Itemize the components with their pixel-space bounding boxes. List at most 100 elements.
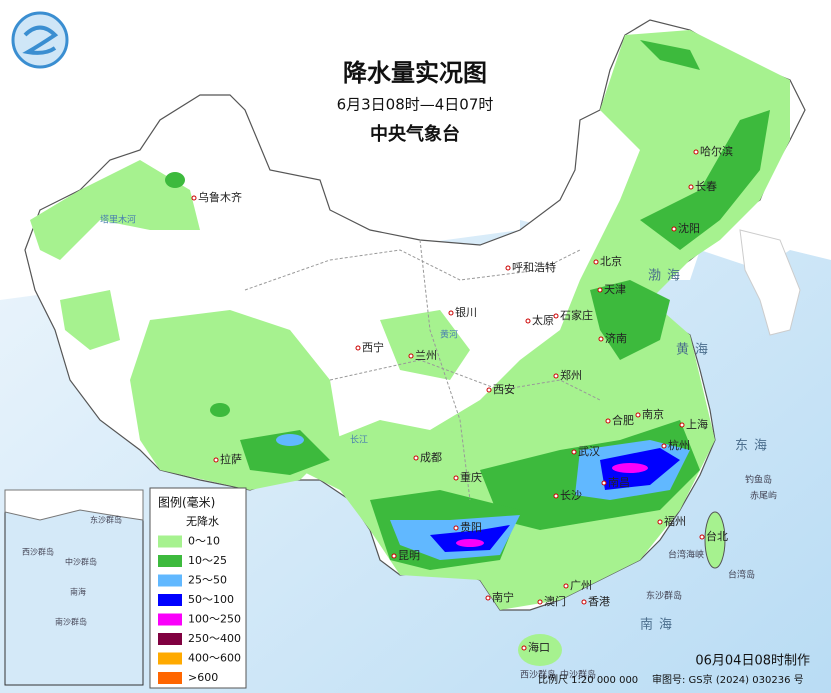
area xyxy=(210,403,230,417)
inset-label: 西沙群岛 xyxy=(22,547,54,557)
city: 台北 xyxy=(706,529,728,543)
river-label: 塔里木河 xyxy=(100,214,136,226)
area xyxy=(518,634,562,666)
city: 贵阳 xyxy=(460,521,482,534)
inset-label: 中沙群岛 xyxy=(65,557,97,567)
legend-swatch xyxy=(158,594,182,606)
city-dot xyxy=(635,412,641,418)
city-dot xyxy=(657,519,663,525)
river-label: 长江 xyxy=(350,434,368,446)
city-dot xyxy=(453,525,459,531)
legend-label: 250～400 xyxy=(188,632,241,645)
legend-swatch xyxy=(158,574,182,587)
area xyxy=(590,280,670,360)
city-dot xyxy=(521,645,527,651)
area xyxy=(612,463,648,473)
area xyxy=(30,160,200,260)
legend: 图例(毫米) 无降水 0～10 10～25 25～50 50～100 100～250 250… xyxy=(149,487,247,689)
inset-label: 东沙群岛 xyxy=(90,515,122,525)
city: 福州 xyxy=(664,514,686,528)
subtitle: 6月3日08时—4日07时 xyxy=(337,96,494,114)
city-dot xyxy=(593,259,599,265)
city: 杭州 xyxy=(668,438,690,452)
city: 成都 xyxy=(420,451,442,464)
city-dot xyxy=(693,149,699,155)
city-dot xyxy=(699,534,705,540)
sea-label: 黄海 xyxy=(676,343,714,358)
logo xyxy=(11,11,69,69)
province-borders xyxy=(244,239,601,501)
island-label: 西沙群岛 xyxy=(520,669,556,681)
city: 香港 xyxy=(588,595,610,608)
island-label: 台湾海峡 xyxy=(668,549,704,561)
river-label: 黄河 xyxy=(440,329,458,341)
footer-scale: 比例尺 1:20 000 000 xyxy=(538,673,638,686)
inset-label: 南海 xyxy=(70,587,86,597)
city-dot xyxy=(413,455,419,461)
inset-label: 南沙群岛 xyxy=(55,617,87,627)
island-label: 钓鱼岛 xyxy=(745,474,772,486)
legend-label: 10～25 xyxy=(188,554,227,567)
city-dot xyxy=(448,310,454,316)
city: 银川 xyxy=(455,305,477,319)
city-dot xyxy=(191,195,197,201)
legend-label: 100～250 xyxy=(188,613,241,626)
legend-swatch xyxy=(158,672,182,684)
city-dot xyxy=(355,345,361,351)
city-dot xyxy=(453,475,459,481)
city-dot xyxy=(688,184,694,190)
city-dot xyxy=(553,313,559,319)
island-label: 东沙群岛 xyxy=(646,590,682,602)
legend-title: 图例(毫米) xyxy=(158,495,215,510)
city-dot xyxy=(605,418,611,424)
legend-label: 无降水 xyxy=(186,514,219,528)
inset-frame xyxy=(4,489,144,686)
border xyxy=(419,239,471,501)
legend-swatch xyxy=(158,652,182,665)
footer-approval: 审图号: GS京 (2024) 030236 号 xyxy=(652,673,804,686)
area xyxy=(640,110,770,250)
city-dot xyxy=(661,443,667,449)
city-labels: 乌鲁木齐 哈尔滨 长春 沈阳 北京 天津 呼和浩特 石家庄 太原 济南 银川 西… xyxy=(191,144,733,654)
city-dot xyxy=(391,553,397,559)
city: 昆明 xyxy=(398,549,420,562)
city: 太原 xyxy=(532,314,554,327)
city-dot xyxy=(486,387,492,393)
area xyxy=(640,40,700,70)
area xyxy=(60,290,120,350)
city: 乌鲁木齐 xyxy=(198,190,242,204)
korea xyxy=(739,229,801,336)
city-dot xyxy=(537,599,543,605)
border xyxy=(329,359,601,401)
legend-swatch xyxy=(158,555,182,567)
legend-label: >600 xyxy=(188,671,218,684)
legend-label: 50～100 xyxy=(188,593,234,606)
city-dot xyxy=(553,373,559,379)
city-dot xyxy=(485,595,491,601)
city: 上海 xyxy=(686,417,708,431)
city: 兰州 xyxy=(415,349,437,362)
inset-map: 东沙群岛 西沙群岛 中沙群岛 南沙群岛 南海 xyxy=(4,489,144,686)
city: 西安 xyxy=(493,382,515,396)
area xyxy=(456,539,484,547)
footer-made: 06月04日08时制作 xyxy=(695,654,810,669)
city-dot xyxy=(597,287,603,293)
sea-label: 南海 xyxy=(640,617,678,633)
city: 呼和浩特 xyxy=(512,260,556,274)
city: 澳门 xyxy=(544,594,566,608)
city: 长春 xyxy=(695,180,717,193)
rain-100-250 xyxy=(456,463,648,547)
legend-label: 0～10 xyxy=(188,535,220,548)
legend-label: 400～600 xyxy=(188,652,241,665)
area xyxy=(240,430,330,475)
city-dot xyxy=(553,493,559,499)
city-dot xyxy=(679,422,685,428)
city: 北京 xyxy=(600,254,622,268)
city: 南京 xyxy=(642,407,664,421)
city-dot xyxy=(563,583,569,589)
city: 合肥 xyxy=(612,413,634,427)
city: 海口 xyxy=(528,640,550,654)
area xyxy=(276,434,304,446)
city: 重庆 xyxy=(460,470,482,484)
